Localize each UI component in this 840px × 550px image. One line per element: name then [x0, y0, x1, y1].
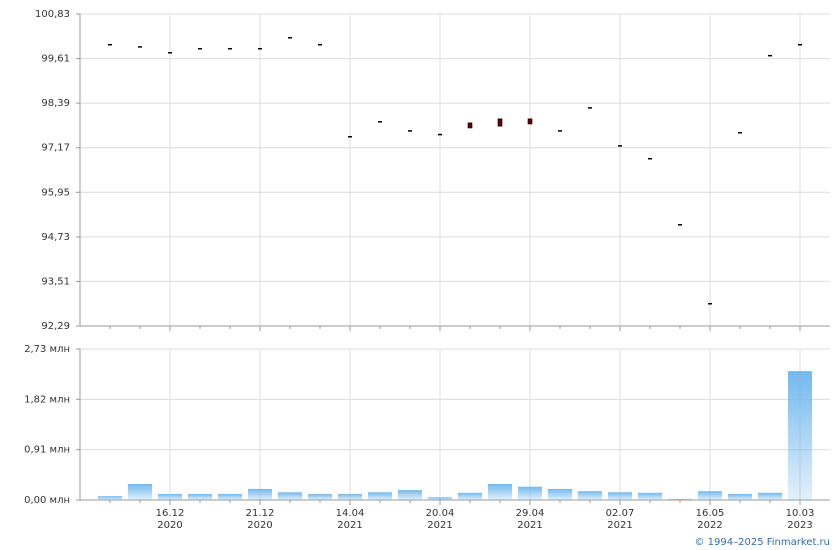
volume-bar [488, 483, 512, 500]
volume-bar [458, 492, 482, 500]
x-tick-label-year: 2021 [517, 520, 542, 531]
candle [768, 54, 772, 57]
y-tick-label: 0,00 млн [24, 495, 70, 506]
volume-bar [248, 488, 272, 500]
candle [588, 107, 592, 109]
candle [738, 132, 742, 134]
candle [168, 51, 172, 54]
candle [497, 118, 503, 127]
volume-bar [758, 492, 782, 500]
x-tick-label: 10.03 [786, 508, 815, 519]
volume-bar [368, 492, 392, 500]
candle [378, 121, 382, 123]
volume-bar [668, 498, 692, 500]
x-tick-label: 16.05 [696, 508, 725, 519]
candle [438, 133, 442, 136]
candle [558, 130, 562, 132]
volume-bar [218, 493, 242, 500]
candle [648, 157, 652, 160]
candle [138, 46, 142, 48]
volume-bar [788, 371, 812, 500]
x-tick-label: 29.04 [516, 508, 545, 519]
candle [467, 122, 473, 129]
y-tick-label: 2,73 млн [24, 344, 70, 355]
x-tick-label-year: 2021 [427, 520, 452, 531]
candle [288, 37, 292, 39]
y-tick-label: 94,73 [41, 232, 70, 243]
candle [678, 224, 682, 226]
candle [228, 47, 232, 50]
y-tick-label: 100,83 [35, 9, 70, 20]
volume-bar [608, 492, 632, 500]
y-tick-label: 97,17 [41, 143, 70, 154]
volume-bar [638, 492, 662, 500]
volume-bar [398, 490, 422, 500]
candle [798, 43, 802, 46]
y-tick-label: 95,95 [41, 187, 70, 198]
volume-bar [308, 493, 332, 500]
x-tick-label-year: 2023 [787, 520, 812, 531]
x-tick-label-year: 2020 [157, 520, 182, 531]
candle [198, 47, 202, 50]
y-tick-label: 99,61 [41, 54, 70, 65]
y-tick-label: 0,91 млн [24, 445, 70, 456]
x-tick-label-year: 2020 [247, 520, 272, 531]
candle [348, 136, 352, 138]
copyright: © 1994–2025 Finmarket.ru [694, 537, 830, 548]
volume-bar [188, 493, 212, 500]
x-tick-label: 14.04 [336, 508, 365, 519]
volume-bar [548, 488, 572, 500]
x-tick-label-year: 2021 [337, 520, 362, 531]
candle [708, 302, 712, 305]
x-tick-label: 21.12 [246, 508, 275, 519]
y-tick-label: 93,51 [41, 276, 70, 287]
volume-bar [698, 491, 722, 500]
volume-bar [518, 486, 542, 500]
volume-bar [428, 497, 452, 500]
volume-bar [278, 492, 302, 500]
candle [108, 43, 112, 46]
x-tick-label: 02.07 [606, 508, 635, 519]
candle [408, 130, 412, 132]
candle [527, 118, 533, 125]
x-tick-label-year: 2022 [697, 520, 722, 531]
volume-bar [128, 483, 152, 500]
candle [258, 47, 262, 50]
volume-bar [158, 493, 182, 500]
candle [318, 43, 322, 46]
x-tick-label: 20.04 [426, 508, 455, 519]
x-tick-label-year: 2021 [607, 520, 632, 531]
candle [618, 145, 622, 147]
y-tick-label: 1,82 млн [24, 394, 70, 405]
volume-bar [98, 496, 122, 500]
volume-bar [578, 491, 602, 500]
volume-bar [338, 493, 362, 500]
y-tick-label: 98,39 [41, 98, 70, 109]
y-tick-label: 92,29 [41, 321, 70, 332]
volume-bar [728, 493, 752, 500]
x-tick-label: 16.12 [156, 508, 185, 519]
